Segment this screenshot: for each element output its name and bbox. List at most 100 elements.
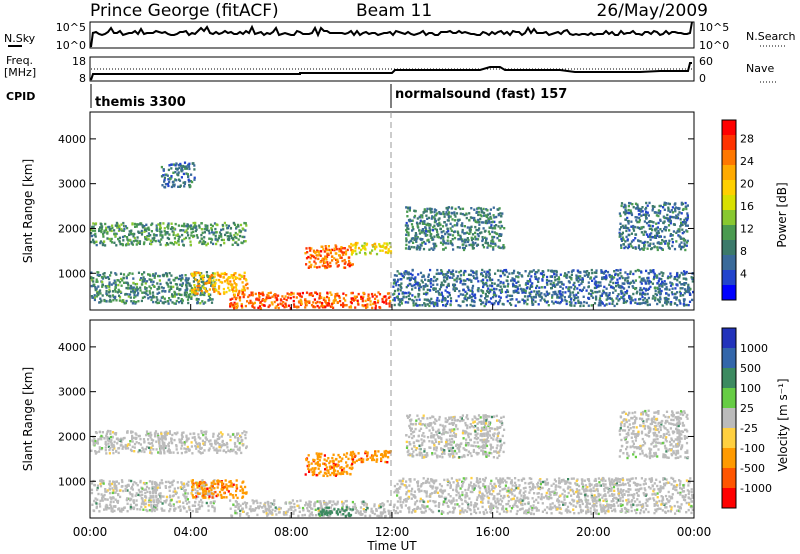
data-cell-0-6 (414, 276, 417, 279)
data-cell-0-6 (640, 293, 643, 296)
data-cell-0-1 (161, 289, 164, 293)
data-cell-0-0 (177, 224, 180, 227)
data-cell-0-0 (159, 223, 162, 227)
data-cell-0-8 (622, 211, 626, 214)
data-cell-1-0 (163, 452, 166, 455)
data-cell-1-0 (150, 452, 153, 455)
data-cell-0-7 (482, 246, 486, 249)
data-cell-1-1 (152, 486, 155, 489)
data-cell-0-1 (95, 287, 98, 290)
data-cell-1-1 (120, 510, 123, 513)
data-cell-1-1 (135, 482, 138, 485)
data-cell-0-1 (125, 299, 128, 303)
data-cell-0-8 (681, 231, 684, 235)
data-cell-1-2 (232, 496, 235, 499)
data-cell-0-7 (441, 225, 445, 228)
data-cell-0-6 (644, 282, 647, 285)
data-cell-0-5 (365, 243, 368, 247)
data-cell-0-3 (318, 301, 322, 304)
data-cell-1-0 (186, 445, 189, 449)
data-cell-1-1 (114, 498, 117, 501)
data-cell-0-5 (362, 247, 365, 250)
data-cell-0-6 (422, 285, 426, 288)
data-cell-0-0 (150, 230, 153, 233)
data-cell-0-6 (567, 271, 570, 274)
data-cell-0-6 (458, 277, 461, 281)
data-cell-0-6 (688, 293, 692, 296)
data-cell-0-2 (246, 287, 249, 290)
data-cell-0-6 (645, 287, 648, 291)
data-cell-0-7 (486, 242, 489, 245)
data-cell-0-6 (598, 297, 602, 300)
data-cell-0-8 (680, 241, 683, 244)
data-cell-0-8 (624, 206, 627, 209)
data-cell-0-1 (210, 301, 214, 304)
data-cell-0-7 (470, 236, 473, 239)
data-cell-0-6 (611, 286, 614, 289)
data-cell-0-0 (237, 223, 240, 227)
data-cell-0-3 (233, 305, 236, 308)
data-cell-0-6 (659, 298, 662, 301)
data-cell-0-6 (421, 281, 424, 284)
data-cell-0-9 (160, 165, 163, 169)
data-cell-0-1 (157, 274, 160, 278)
data-cell-0-7 (442, 210, 445, 214)
data-cell-0-7 (423, 209, 426, 212)
data-cell-1-1 (139, 494, 142, 497)
data-cell-1-2 (229, 480, 232, 483)
data-cell-0-8 (659, 219, 662, 222)
data-cell-0-9 (173, 183, 176, 186)
data-cell-0-6 (481, 268, 484, 272)
data-cell-0-6 (403, 271, 406, 274)
data-cell-0-6 (441, 298, 444, 302)
data-cell-1-1 (104, 488, 107, 491)
data-cell-1-0 (157, 436, 160, 439)
data-cell-0-1 (199, 286, 202, 290)
data-cell-0-8 (670, 234, 673, 237)
colorbar-swatch (722, 270, 736, 286)
data-cell-0-4 (310, 263, 313, 267)
data-cell-0-1 (90, 284, 93, 288)
data-cell-1-1 (158, 492, 161, 496)
data-cell-0-6 (473, 304, 476, 307)
data-cell-0-7 (503, 227, 506, 230)
data-cell-0-6 (634, 287, 637, 291)
data-cell-0-6 (501, 302, 504, 306)
data-cell-1-0 (208, 447, 211, 450)
data-cell-0-6 (398, 300, 401, 304)
data-cell-0-3 (304, 298, 307, 301)
data-cell-1-1 (109, 496, 112, 499)
data-cell-0-3 (305, 302, 308, 305)
data-cell-0-7 (446, 213, 449, 216)
data-cell-0-8 (669, 219, 672, 223)
data-cell-0-6 (518, 272, 521, 275)
data-cell-0-8 (667, 206, 670, 209)
data-cell-0-4 (345, 250, 348, 253)
data-cell-1-0 (94, 431, 98, 434)
data-cell-0-8 (649, 238, 652, 241)
data-cell-0-8 (657, 211, 660, 215)
data-cell-0-6 (683, 283, 686, 286)
data-cell-0-0 (124, 225, 127, 228)
data-cell-0-6 (631, 279, 635, 283)
colorbar-tick-label: 4 (740, 268, 747, 281)
data-cell-0-8 (634, 237, 637, 240)
data-cell-0-6 (423, 298, 426, 301)
data-cell-1-1 (174, 492, 178, 496)
data-cell-0-6 (477, 289, 480, 293)
data-cell-0-8 (685, 207, 688, 211)
data-cell-1-1 (133, 501, 136, 505)
data-cell-0-1 (175, 276, 178, 279)
data-cell-0-7 (413, 238, 416, 241)
data-cell-0-6 (484, 303, 487, 306)
data-cell-0-1 (110, 300, 113, 303)
data-cell-0-3 (340, 303, 343, 307)
data-cell-1-0 (121, 447, 124, 450)
data-cell-0-0 (223, 241, 226, 245)
data-cell-0-6 (570, 273, 573, 276)
data-cell-0-2 (215, 278, 218, 282)
data-cell-1-1 (102, 479, 105, 483)
data-cell-0-0 (213, 231, 216, 234)
data-cell-1-0 (236, 448, 239, 451)
data-cell-0-7 (428, 240, 431, 244)
